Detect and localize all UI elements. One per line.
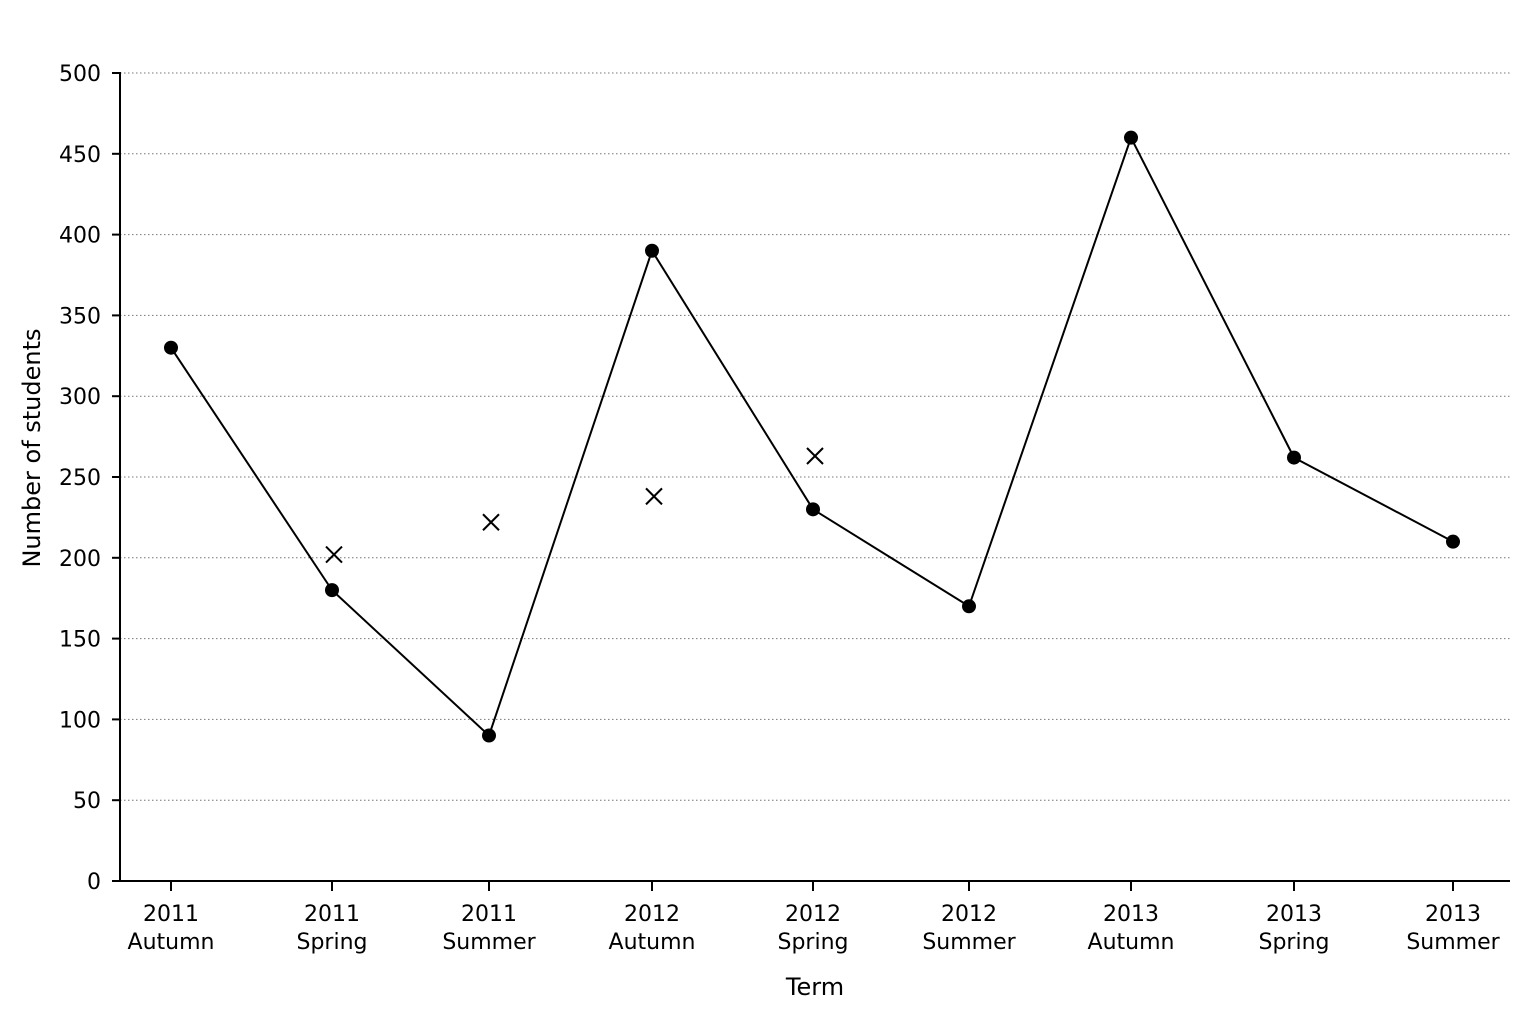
y-tick-label: 50 (73, 789, 101, 814)
data-point (164, 340, 178, 355)
data-point (1446, 534, 1460, 549)
x-tick-label: 2013 Summer (1406, 902, 1500, 955)
series (164, 130, 1460, 743)
x-tick-label: 2012 Autumn (609, 902, 696, 955)
cross-marker (482, 513, 500, 531)
data-point (1124, 130, 1138, 145)
x-tick-label: 2013 Autumn (1088, 902, 1175, 955)
data-point (962, 599, 976, 614)
x-tick-label: 2011 Spring (297, 902, 368, 955)
series-line (170, 135, 1454, 738)
x-tick-label: 2012 Spring (778, 902, 849, 955)
y-tick-label: 350 (59, 304, 101, 329)
y-tick-label: 250 (59, 466, 101, 491)
x-tick-labels: 2011 Autumn 2011 Spring 2011 Summer 2012 Autumn… (128, 881, 1501, 955)
data-point (482, 728, 496, 743)
y-tick-label: 500 (59, 62, 101, 87)
cross-marker (325, 545, 343, 564)
y-tick-label: 150 (59, 628, 101, 653)
y-tick-label: 100 (59, 708, 101, 733)
y-tick-label: 300 (59, 385, 101, 410)
x-axis-title: Term (785, 973, 844, 1001)
x-tick-label: 2011 Summer (442, 902, 536, 955)
data-point (1287, 450, 1301, 465)
y-tick-label: 200 (59, 547, 101, 572)
x-tick-label: 2013 Spring (1259, 902, 1330, 955)
y-tick-label: 0 (87, 870, 101, 895)
cross-marker (645, 487, 663, 506)
data-point (325, 583, 339, 598)
y-tick-label: 400 (59, 224, 101, 249)
y-axis-title: Number of students (18, 328, 46, 567)
data-point (806, 502, 820, 517)
cross-marker (806, 447, 824, 465)
y-tick-labels: 0 50 100 150 200 250 300 350 400 450 500 (59, 62, 120, 895)
data-point (645, 243, 659, 258)
x-tick-label: 2011 Autumn (128, 902, 215, 955)
y-tick-label: 450 (59, 143, 101, 168)
x-tick-label: 2012 Summer (922, 902, 1016, 955)
gridlines (120, 72, 1510, 801)
